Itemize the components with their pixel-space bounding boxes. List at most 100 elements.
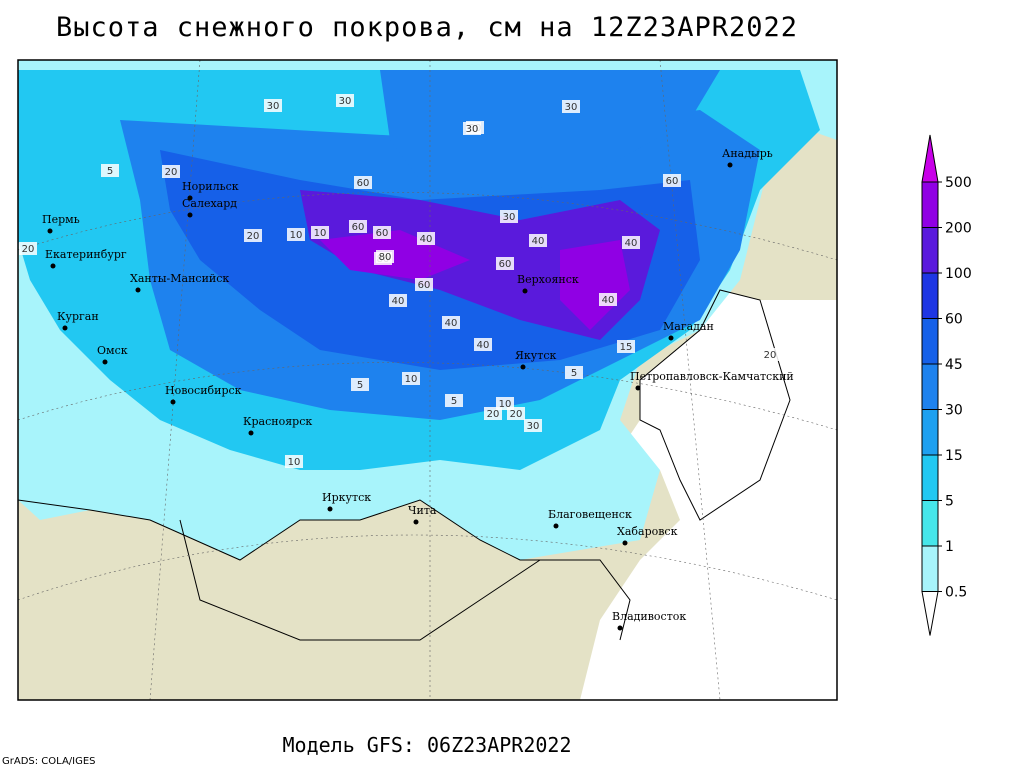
contour-label-box [351,378,369,391]
map [18,60,837,700]
credit: GrADS: COLA/IGES [2,756,96,767]
contour-label-box [389,294,407,307]
city-label: Ханты-Мансийск [130,272,229,285]
colorbar-label: 15 [945,448,963,464]
city-dot [47,228,53,234]
city-label: Красноярск [243,415,312,428]
contour-label: 10 [314,228,327,239]
contour-label: 40 [420,234,433,245]
city-label: Якутск [515,349,556,362]
contour-label: 30 [267,101,280,112]
contour-label-box [562,100,580,113]
contour-label-box [496,397,514,410]
contour-label-box [484,407,502,420]
contour-label-box [285,455,303,468]
colorbar-label: 60 [945,312,963,328]
city-label: Верхоянск [517,273,579,286]
contour-label-box [349,220,367,233]
colorbar-band [921,272,939,319]
city-dot [617,625,623,631]
contour-label: 30 [527,421,540,432]
graticule [18,60,837,700]
city-dot [248,430,254,436]
contour-label: 10 [290,230,303,241]
colorbar-band [921,545,939,592]
city-dot [520,364,526,370]
contour-label-box [402,372,420,385]
colorbar-band [921,409,939,456]
colorbar-label: 200 [945,221,972,237]
contour-label: 5 [451,396,457,407]
city-label: Екатеринбург [45,248,127,261]
contour-label-box [162,165,180,178]
contour-label-box [599,293,617,306]
borders [18,289,791,641]
city-label: Новосибирск [165,384,242,397]
contour-label: 20 [510,409,523,420]
contour-label: 80 [379,252,392,263]
city-dot [522,288,528,294]
contour-label: 5 [357,380,363,391]
contour-label-box [19,242,37,255]
snow-area [320,230,630,330]
city-dot [102,359,108,365]
contour-label: 10 [288,457,301,468]
contour-label: 30 [565,102,578,113]
contour-label: 60 [666,176,679,187]
city-label: Салехард [182,197,237,210]
contour-label: 20 [22,244,35,255]
colorbar-band [921,500,939,547]
colorbar-triangle [921,134,939,183]
subtitle: Модель GFS: 06Z23APR2022 [283,733,572,757]
colorbar-band [921,363,939,410]
contour-label-box [287,228,305,241]
map-frame [17,59,838,701]
contour-label-box [463,122,481,135]
contour-label-box [373,226,391,239]
contour-label: 60 [376,228,389,239]
city-dot [327,506,333,512]
contour-label: 40 [532,236,545,247]
contour-label-box [500,210,518,223]
contour-label-box [622,236,640,249]
city-label: Чита [408,504,437,517]
contour-label-box [311,226,329,239]
colorbar-band [921,454,939,501]
contour-label-box [565,366,583,379]
city-label: Норильск [182,180,239,193]
colorbar-label: 1 [945,539,954,555]
city-dot [553,523,559,529]
city-dot [62,325,68,331]
contour-label: 20 [165,167,178,178]
contour-label-box [101,164,119,177]
contour-label: 60 [357,178,370,189]
city-dot [635,385,641,391]
colorbar-band [921,318,939,365]
city-label: Курган [57,310,99,323]
contour-label-box [445,394,463,407]
contour-label: 60 [418,280,431,291]
contour-label-box [617,340,635,353]
contour-label-box [244,229,262,242]
contour-label: 40 [602,295,615,306]
contour-label: 60 [352,222,365,233]
colorbar-label: 500 [945,175,972,191]
colorbar-band [921,227,939,274]
contour-label: 40 [625,238,638,249]
contour-label: 40 [477,340,490,351]
colorbar-label: 30 [945,403,963,419]
contour-label-box [474,338,492,351]
colorbar-label: 0.5 [945,585,967,601]
city-label: Владивосток [612,610,686,623]
contour-label-box [524,419,542,432]
contour-label: 5 [107,166,113,177]
contour-label-box [496,257,514,270]
contour-label: 10 [405,374,418,385]
city-label: Иркутск [322,491,371,504]
contour-label-box [336,94,354,107]
contour-label: 20 [247,231,260,242]
city-dot [668,335,674,341]
contour-label: 30 [503,212,516,223]
contour-label-box [264,99,282,112]
